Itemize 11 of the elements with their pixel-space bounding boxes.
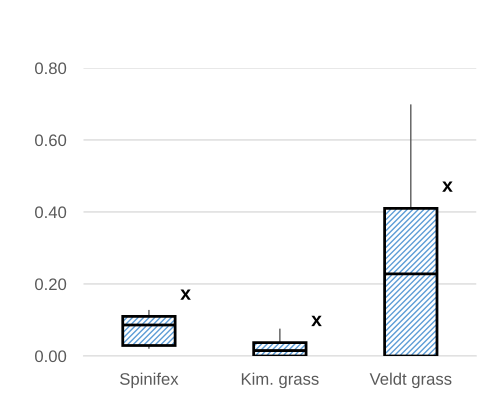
x-tick-label: Spinifex bbox=[120, 372, 178, 388]
y-tick-label: 0.40 bbox=[35, 206, 66, 218]
annotation: x bbox=[442, 182, 453, 192]
annotation: x bbox=[180, 290, 191, 300]
y-tick-label: 0.20 bbox=[35, 278, 66, 290]
y-tick-label: 0.60 bbox=[35, 134, 66, 146]
annotation: x bbox=[311, 316, 322, 326]
x-tick-label: Kim. grass bbox=[242, 372, 319, 388]
y-tick-label: 0.00 bbox=[35, 350, 66, 362]
y-tick-label: 0.80 bbox=[35, 62, 66, 74]
x-tick-label: Veldt grass bbox=[370, 372, 452, 388]
